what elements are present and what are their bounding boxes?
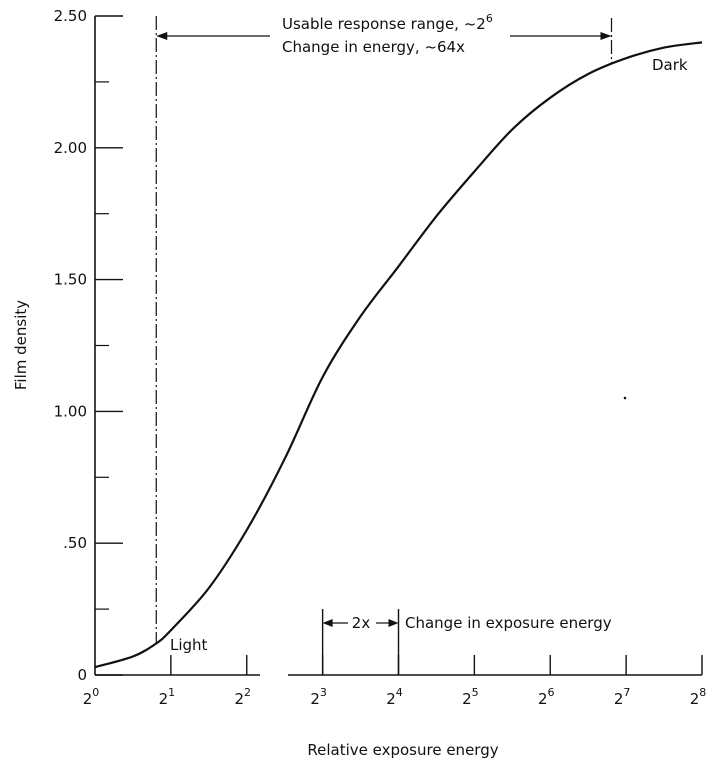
light-label: Light xyxy=(170,636,208,654)
step-annotation: 2x Change in exposure energy xyxy=(322,614,612,632)
step-description: Change in exposure energy xyxy=(405,614,612,632)
stray-dot xyxy=(623,396,627,400)
x-tick-label-4: 24 xyxy=(386,686,403,708)
y-axis-title: Film density xyxy=(12,300,30,390)
x-axis-title: Relative exposure energy xyxy=(307,741,498,759)
y-ticks: 0 .50 1.00 1.50 2.00 2.50 xyxy=(54,7,123,684)
y-tick-label-4: 2.00 xyxy=(54,139,87,157)
x-axis: 20 21 22 23 24 25 26 27 28 Relative exposure ene… xyxy=(83,609,706,759)
y-tick-label-2: 1.00 xyxy=(54,402,87,420)
x-tick-label-3: 23 xyxy=(310,686,327,708)
usable-range-label-text: Usable response range, ~2 xyxy=(282,15,486,33)
usable-range-label-exponent: 6 xyxy=(486,12,493,25)
usable-range-arrowhead-right xyxy=(600,32,612,40)
density-curve xyxy=(94,41,703,669)
usable-range-annotation: Usable response range, ~26 Change in ene… xyxy=(155,12,613,644)
step-arrowhead-right xyxy=(388,619,399,627)
y-axis: 0 .50 1.00 1.50 2.00 2.50 Film density xyxy=(12,7,123,684)
x-tick-label-8: 28 xyxy=(690,686,706,708)
step-arrowhead-left xyxy=(322,619,333,627)
usable-range-label-line2: Change in energy, ~64x xyxy=(282,38,465,56)
x-tick-label-6: 26 xyxy=(538,686,555,708)
usable-range-label-line1: Usable response range, ~26 xyxy=(282,12,493,33)
x-tick-label-7: 27 xyxy=(614,686,631,708)
x-tick-label-0: 20 xyxy=(83,686,100,708)
x-tick-label-2: 22 xyxy=(234,686,251,708)
usable-range-arrowhead-left xyxy=(156,32,168,40)
x-tick-label-1: 21 xyxy=(159,686,176,708)
x-tick-label-5: 25 xyxy=(462,686,479,708)
dark-label: Dark xyxy=(652,56,688,74)
x-ticks: 20 21 22 23 24 25 26 27 28 xyxy=(83,609,706,708)
y-tick-label-1: .50 xyxy=(63,534,87,552)
y-tick-label-5: 2.50 xyxy=(54,7,87,25)
step-label: 2x xyxy=(352,614,371,632)
y-tick-label-0: 0 xyxy=(77,666,87,684)
y-tick-label-3: 1.50 xyxy=(54,271,87,289)
